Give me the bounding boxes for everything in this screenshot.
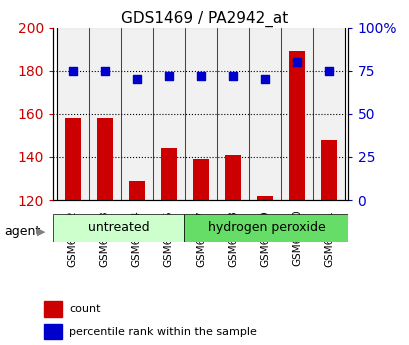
Point xyxy=(133,77,139,82)
Point xyxy=(293,59,300,65)
Bar xyxy=(53,214,184,242)
Bar xyxy=(192,159,209,200)
Text: untreated: untreated xyxy=(88,221,149,234)
Bar xyxy=(64,118,81,200)
Bar xyxy=(120,28,153,200)
Bar xyxy=(45,301,62,317)
Point xyxy=(69,68,76,73)
Bar xyxy=(248,28,281,200)
Text: percentile rank within the sample: percentile rank within the sample xyxy=(69,327,256,337)
Bar xyxy=(97,118,112,200)
Bar xyxy=(45,324,62,339)
Point xyxy=(261,77,268,82)
Bar xyxy=(225,155,240,200)
Bar xyxy=(216,28,248,200)
Bar xyxy=(184,28,216,200)
Bar xyxy=(256,196,272,200)
Point xyxy=(229,73,236,79)
Text: GDS1469 / PA2942_at: GDS1469 / PA2942_at xyxy=(121,10,288,27)
Bar xyxy=(184,214,348,242)
Text: agent: agent xyxy=(4,225,40,238)
Bar xyxy=(128,181,144,200)
Bar xyxy=(312,28,344,200)
Bar xyxy=(153,28,184,200)
Point xyxy=(101,68,108,73)
Bar xyxy=(160,148,176,200)
Text: hydrogen peroxide: hydrogen peroxide xyxy=(207,221,325,234)
Bar xyxy=(320,140,337,200)
Bar xyxy=(281,28,312,200)
Bar xyxy=(288,51,304,200)
Bar xyxy=(56,28,88,200)
Bar xyxy=(88,28,120,200)
Text: count: count xyxy=(69,304,100,314)
Point xyxy=(165,73,172,79)
Point xyxy=(197,73,204,79)
Point xyxy=(325,68,332,73)
Text: ▶: ▶ xyxy=(37,226,45,236)
